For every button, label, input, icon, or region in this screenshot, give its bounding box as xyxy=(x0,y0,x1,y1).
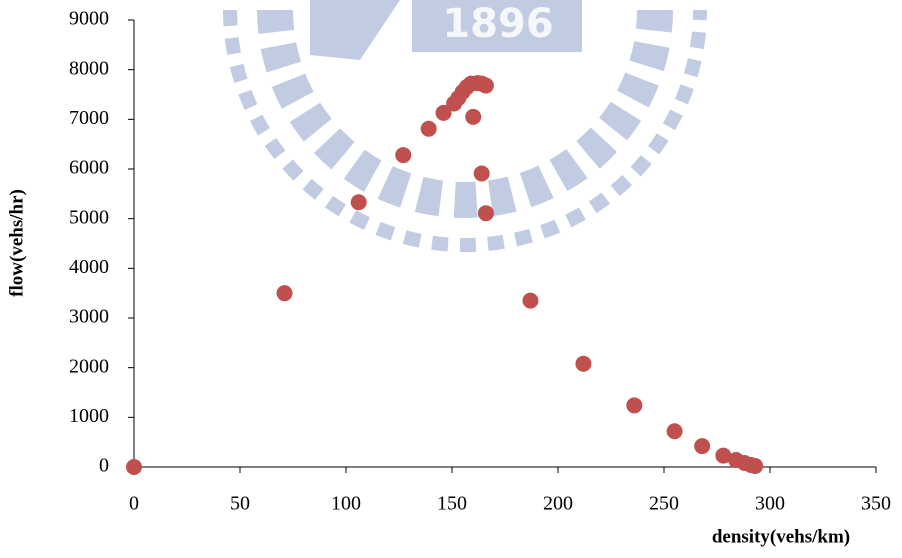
point xyxy=(126,459,142,475)
x-tick-label: 0 xyxy=(129,493,139,515)
point xyxy=(747,458,763,474)
x-tick-label: 100 xyxy=(331,493,361,515)
y-tick-label: 6000 xyxy=(69,157,109,179)
point xyxy=(575,356,591,372)
x-tick-label: 50 xyxy=(230,493,250,515)
x-tick-label: 150 xyxy=(437,493,467,515)
x-tick-label: 250 xyxy=(649,493,679,515)
x-tick-label: 200 xyxy=(543,493,573,515)
x-tick-label: 300 xyxy=(755,493,785,515)
point xyxy=(478,205,494,221)
y-tick-label: 0 xyxy=(99,455,109,477)
point xyxy=(626,397,642,413)
x-axis-label: density(vehs/km) xyxy=(712,526,850,547)
point xyxy=(421,121,437,137)
point xyxy=(694,438,710,454)
y-axis-label: flow(vehs/hr) xyxy=(6,189,27,297)
y-tick-label: 8000 xyxy=(69,57,109,79)
point xyxy=(522,293,538,309)
point xyxy=(474,165,490,181)
y-tick-label: 1000 xyxy=(69,405,109,427)
point xyxy=(351,194,367,210)
point xyxy=(395,147,411,163)
y-tick-label: 5000 xyxy=(69,206,109,228)
y-tick-label: 4000 xyxy=(69,256,109,278)
watermark-shape xyxy=(310,0,400,60)
y-tick-label: 3000 xyxy=(69,306,109,328)
y-tick-label: 2000 xyxy=(69,355,109,377)
watermark-text: 1896 xyxy=(442,1,553,47)
x-tick-label: 350 xyxy=(861,493,891,515)
y-tick-label: 7000 xyxy=(69,107,109,129)
point xyxy=(465,109,481,125)
chart: 1896 flow(vehs/hr) density(vehs/km) 0 100… xyxy=(0,0,902,558)
point xyxy=(277,285,293,301)
point xyxy=(478,78,494,94)
point xyxy=(667,423,683,439)
y-tick-label: 9000 xyxy=(69,8,109,30)
